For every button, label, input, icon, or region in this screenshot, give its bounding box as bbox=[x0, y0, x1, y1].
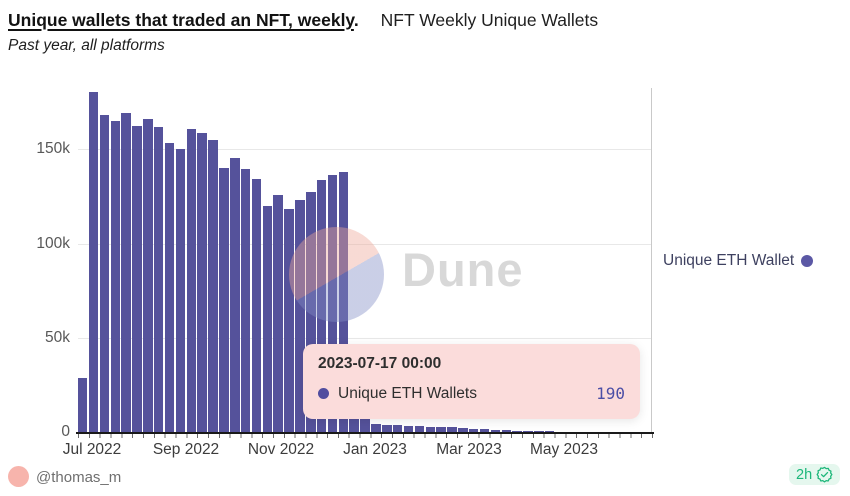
bar-series bbox=[78, 88, 653, 433]
bar[interactable] bbox=[230, 157, 240, 433]
tooltip-series-row: Unique ETH Wallets 190 bbox=[318, 384, 625, 403]
x-tick-nov-2022: Nov 2022 bbox=[247, 441, 315, 458]
gridline-100k bbox=[78, 244, 652, 245]
bar[interactable] bbox=[316, 179, 327, 433]
tooltip-date: 2023-07-17 00:00 bbox=[318, 355, 442, 372]
series-dot-icon bbox=[318, 388, 329, 399]
bar[interactable] bbox=[523, 430, 533, 433]
bar[interactable] bbox=[175, 148, 186, 433]
tooltip-series-label: Unique ETH Wallets bbox=[338, 384, 477, 402]
bar[interactable] bbox=[186, 128, 197, 433]
bar[interactable] bbox=[240, 168, 251, 433]
plot-right-border bbox=[651, 88, 652, 433]
bar[interactable] bbox=[392, 425, 403, 433]
chart-header: Unique wallets that traded an NFT, weekl… bbox=[8, 8, 842, 55]
y-tick-0: 0 bbox=[61, 423, 70, 440]
bar[interactable] bbox=[121, 112, 131, 433]
bar[interactable] bbox=[154, 127, 164, 433]
dune-watermark-text: Dune bbox=[402, 243, 524, 296]
bar[interactable] bbox=[99, 115, 110, 433]
chart-tooltip: 2023-07-17 00:00 Unique ETH Wallets 190 bbox=[303, 344, 640, 419]
verified-check-icon bbox=[816, 466, 833, 483]
legend-marker-dot bbox=[801, 255, 814, 267]
age-text: 2h bbox=[796, 466, 813, 483]
bar[interactable] bbox=[110, 121, 121, 433]
x-tick-may-2023: May 2023 bbox=[529, 441, 599, 458]
chart-subtitle: Past year, all platforms bbox=[8, 37, 165, 54]
x-tick-jan-2023: Jan 2023 bbox=[343, 441, 407, 458]
bar[interactable] bbox=[382, 425, 392, 433]
bar[interactable] bbox=[468, 428, 479, 433]
plot-area[interactable] bbox=[78, 88, 653, 433]
bar[interactable] bbox=[273, 194, 283, 433]
x-tick-sep-2022: Sep 2022 bbox=[152, 441, 220, 458]
bar[interactable] bbox=[338, 171, 349, 433]
y-tick-150k: 150k bbox=[36, 140, 70, 157]
bar[interactable] bbox=[78, 378, 88, 433]
legend-item-unique-eth-wallets[interactable]: Unique ETH Wallet bbox=[663, 252, 814, 270]
bar[interactable] bbox=[143, 118, 153, 433]
author-handle[interactable]: @thomas_m bbox=[36, 469, 122, 486]
bar[interactable] bbox=[447, 427, 457, 433]
bar[interactable] bbox=[251, 178, 262, 433]
bar[interactable] bbox=[403, 425, 414, 433]
bar[interactable] bbox=[425, 426, 435, 433]
dune-logo-icon bbox=[289, 227, 384, 322]
bar[interactable] bbox=[414, 426, 425, 433]
legend-label: Unique ETH Wallet bbox=[663, 252, 795, 269]
x-tick-jul-2022: Jul 2022 bbox=[62, 441, 122, 458]
bar[interactable] bbox=[219, 167, 229, 433]
freshness-badge[interactable]: 2h bbox=[789, 464, 841, 485]
chart-title: Unique wallets that traded an NFT, weekl… bbox=[8, 10, 354, 30]
y-tick-100k: 100k bbox=[36, 235, 70, 252]
bar[interactable] bbox=[327, 175, 338, 433]
bar[interactable] bbox=[132, 125, 142, 433]
gridline-150k bbox=[78, 149, 652, 150]
bar[interactable] bbox=[436, 426, 446, 433]
bar[interactable] bbox=[164, 143, 175, 433]
bar[interactable] bbox=[88, 91, 99, 433]
x-tick-mar-2023: Mar 2023 bbox=[436, 441, 502, 458]
bar[interactable] bbox=[306, 192, 316, 433]
bar[interactable] bbox=[360, 417, 370, 433]
y-tick-50k: 50k bbox=[45, 329, 70, 346]
bar[interactable] bbox=[295, 200, 305, 433]
tooltip-value: 190 bbox=[596, 384, 625, 403]
bar[interactable] bbox=[262, 206, 273, 433]
author-avatar[interactable] bbox=[8, 466, 29, 487]
bar[interactable] bbox=[501, 430, 511, 433]
title-period: . bbox=[353, 10, 359, 30]
bar[interactable] bbox=[284, 208, 294, 433]
gridline-50k bbox=[78, 338, 652, 339]
bar[interactable] bbox=[479, 429, 490, 433]
bar[interactable] bbox=[458, 428, 468, 433]
bar[interactable] bbox=[371, 423, 381, 433]
bar[interactable] bbox=[208, 140, 218, 433]
bar[interactable] bbox=[512, 430, 522, 433]
title-row: Unique wallets that traded an NFT, weekl… bbox=[8, 8, 842, 32]
bar[interactable] bbox=[490, 429, 501, 433]
bar[interactable] bbox=[197, 132, 207, 433]
chart-title-secondary: NFT Weekly Unique Wallets bbox=[380, 10, 599, 30]
x-axis-line bbox=[76, 432, 654, 434]
x-axis-ticks bbox=[78, 434, 653, 438]
